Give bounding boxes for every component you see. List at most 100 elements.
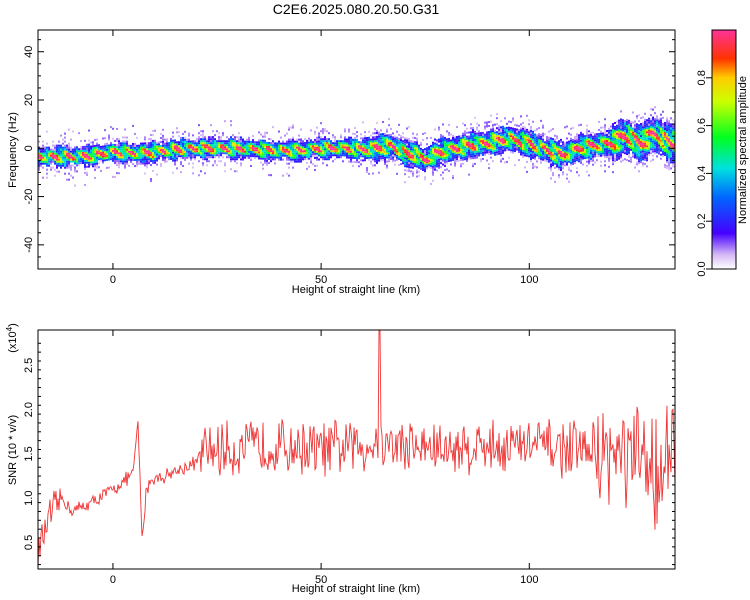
heatmap-cell <box>296 152 298 155</box>
heatmap-cell <box>324 144 326 147</box>
heatmap-cell <box>616 156 618 159</box>
heatmap-cell <box>448 137 450 140</box>
heatmap-cell <box>116 128 118 131</box>
heatmap-cell <box>556 145 558 148</box>
heatmap-cell <box>652 124 654 127</box>
heatmap-cell <box>524 152 526 155</box>
heatmap-cell <box>642 116 644 119</box>
heatmap-cell <box>238 146 240 149</box>
heatmap-cell <box>610 147 612 150</box>
heatmap-cell <box>474 136 476 139</box>
heatmap-cell <box>648 119 650 122</box>
heatmap-cell <box>494 123 496 126</box>
heatmap-cell <box>146 166 148 169</box>
heatmap-cell <box>474 130 476 133</box>
heatmap-cell <box>620 154 622 157</box>
heatmap-cell <box>574 146 576 149</box>
heatmap-cell <box>374 140 376 143</box>
heatmap-cell <box>572 144 574 147</box>
heatmap-cell <box>396 148 398 151</box>
heatmap-cell <box>366 149 368 152</box>
heatmap-cell <box>540 145 542 148</box>
heatmap-cell <box>478 142 480 145</box>
heatmap-cell <box>452 138 454 141</box>
heatmap-cell <box>578 138 580 141</box>
heatmap-cell <box>484 133 486 136</box>
heatmap-cell <box>596 153 598 156</box>
heatmap-cell <box>448 153 450 156</box>
heatmap-cell <box>444 150 446 153</box>
heatmap-cell <box>290 126 292 129</box>
heatmap-cell <box>162 138 164 141</box>
heatmap-cell <box>406 161 408 164</box>
heatmap-cell <box>240 164 242 167</box>
heatmap-cell <box>168 142 170 145</box>
heatmap-cell <box>292 150 294 153</box>
heatmap-cell <box>102 161 104 164</box>
heatmap-cell <box>398 133 400 136</box>
heatmap-cell <box>96 152 98 155</box>
heatmap-cell <box>474 148 476 151</box>
heatmap-cell <box>192 150 194 153</box>
heatmap-cell <box>572 158 574 161</box>
heatmap-cell <box>338 142 340 145</box>
heatmap-cell <box>624 134 626 137</box>
heatmap-cell <box>492 144 494 147</box>
heatmap-cell <box>662 150 664 153</box>
heatmap-cell <box>54 146 56 149</box>
heatmap-cell <box>580 145 582 148</box>
heatmap-cell <box>484 149 486 152</box>
heatmap-cell <box>562 151 564 154</box>
heatmap-cell <box>544 143 546 146</box>
heatmap-cell <box>164 160 166 163</box>
heatmap-cell <box>546 140 548 143</box>
heatmap-cell <box>440 142 442 145</box>
heatmap-cell <box>210 144 212 147</box>
heatmap-cell <box>428 160 430 163</box>
heatmap-cell <box>104 157 106 160</box>
heatmap-cell <box>50 148 52 151</box>
heatmap-cell <box>428 146 430 149</box>
heatmap-cell <box>330 152 332 155</box>
heatmap-cell <box>416 175 418 178</box>
heatmap-cell <box>526 140 528 143</box>
heatmap-cell <box>200 150 202 153</box>
heatmap-cell <box>454 150 456 153</box>
heatmap-cell <box>414 153 416 156</box>
heatmap-cell <box>404 159 406 162</box>
heatmap-cell <box>568 160 570 163</box>
heatmap-cell <box>654 138 656 141</box>
heatmap-cell <box>476 132 478 135</box>
heatmap-cell <box>360 163 362 166</box>
heatmap-cell <box>318 154 320 157</box>
heatmap-cell <box>142 156 144 159</box>
heatmap-cell <box>140 152 142 155</box>
heatmap-cell <box>108 166 110 169</box>
heatmap-cell <box>256 145 258 148</box>
heatmap-cell <box>152 147 154 150</box>
heatmap-cell <box>154 161 156 164</box>
heatmap-cell <box>474 116 476 119</box>
heatmap-cell <box>526 144 528 147</box>
heatmap-cell <box>372 148 374 151</box>
heatmap-cell <box>520 135 522 138</box>
heatmap-cell <box>392 138 394 141</box>
heatmap-cell <box>180 155 182 158</box>
heatmap-cell <box>518 151 520 154</box>
heatmap-cell <box>536 150 538 153</box>
heatmap-cell <box>510 121 512 124</box>
heatmap-cell <box>262 167 264 170</box>
heatmap-cell <box>302 158 304 161</box>
heatmap-cell <box>498 150 500 153</box>
heatmap-cell <box>650 126 652 129</box>
heatmap-cell <box>358 157 360 160</box>
heatmap-cell <box>670 141 672 144</box>
heatmap-cell <box>128 144 130 147</box>
heatmap-cell <box>52 158 54 161</box>
heatmap-cell <box>68 160 70 163</box>
heatmap-cell <box>194 156 196 159</box>
heatmap-y-tick-label: 0 <box>23 145 35 151</box>
heatmap-cell <box>274 148 276 151</box>
heatmap-cell <box>628 145 630 148</box>
heatmap-cell <box>62 142 64 145</box>
